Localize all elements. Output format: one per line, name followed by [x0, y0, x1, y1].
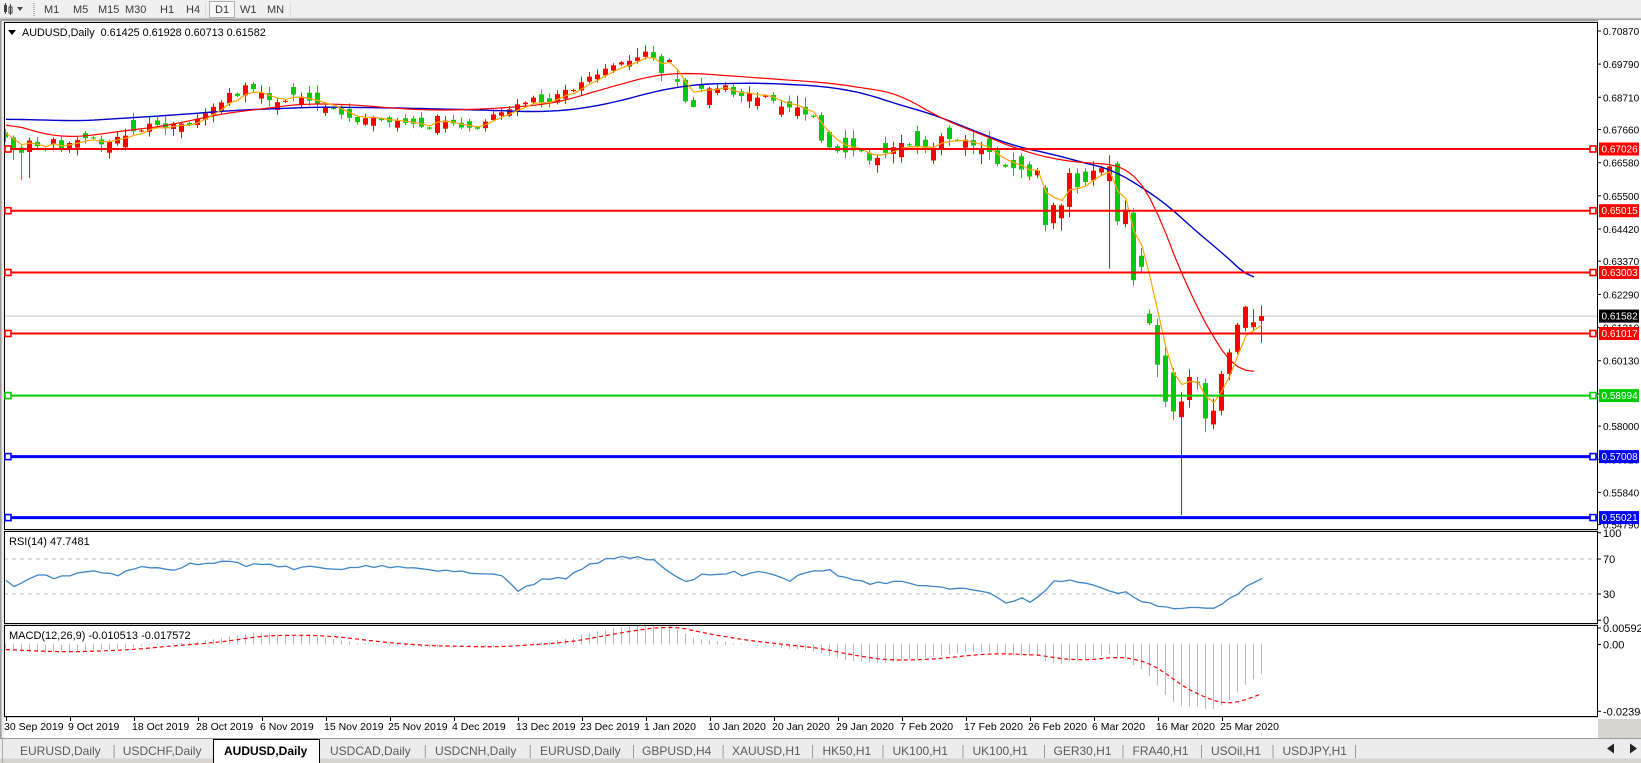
svg-text:AUDUSD,Daily 0.61425 0.61928: AUDUSD,Daily 0.61425 0.61928 0.60713 0.6… — [22, 27, 266, 39]
svg-text:13 Dec 2019: 13 Dec 2019 — [516, 721, 576, 733]
svg-text:0.55021: 0.55021 — [1602, 513, 1639, 524]
svg-text:4 Dec 2019: 4 Dec 2019 — [452, 721, 506, 733]
svg-text:UK100,H1: UK100,H1 — [973, 744, 1029, 758]
svg-text:6 Mar 2020: 6 Mar 2020 — [1092, 721, 1145, 733]
svg-text:0.54790: 0.54790 — [1603, 521, 1640, 532]
svg-text:0.61017: 0.61017 — [1602, 329, 1639, 340]
svg-text:0.67660: 0.67660 — [1603, 126, 1640, 137]
svg-text:EURUSD,Daily: EURUSD,Daily — [20, 744, 101, 758]
svg-text:W1: W1 — [240, 4, 257, 16]
svg-text:17 Feb 2020: 17 Feb 2020 — [964, 721, 1023, 733]
svg-text:16 Mar 2020: 16 Mar 2020 — [1156, 721, 1215, 733]
svg-text:100: 100 — [1603, 528, 1621, 540]
svg-text:M5: M5 — [73, 4, 88, 16]
svg-text:M15: M15 — [98, 4, 119, 16]
svg-text:H4: H4 — [186, 4, 200, 16]
svg-text:0.63003: 0.63003 — [1602, 268, 1639, 279]
svg-text:0.65015: 0.65015 — [1602, 206, 1639, 217]
svg-text:-0.023944: -0.023944 — [1603, 706, 1641, 718]
svg-text:30 Sep 2019: 30 Sep 2019 — [4, 721, 64, 733]
svg-text:23 Dec 2019: 23 Dec 2019 — [580, 721, 640, 733]
svg-text:0.00: 0.00 — [1603, 640, 1624, 652]
svg-text:0.65500: 0.65500 — [1603, 192, 1640, 203]
svg-text:MACD(12,26,9) -0.010513 -0.017: MACD(12,26,9) -0.010513 -0.017572 — [9, 630, 191, 642]
svg-text:18 Oct 2019: 18 Oct 2019 — [132, 721, 189, 733]
svg-text:6 Nov 2019: 6 Nov 2019 — [260, 721, 314, 733]
svg-text:USDJPY,H1: USDJPY,H1 — [1283, 744, 1348, 758]
svg-text:0.58994: 0.58994 — [1602, 391, 1639, 402]
svg-text:30: 30 — [1603, 589, 1615, 601]
svg-text:20 Jan 2020: 20 Jan 2020 — [772, 721, 830, 733]
svg-text:HK50,H1: HK50,H1 — [823, 744, 872, 758]
svg-text:0.68710: 0.68710 — [1603, 93, 1640, 104]
svg-text:0.69790: 0.69790 — [1603, 60, 1640, 71]
svg-text:0.62290: 0.62290 — [1603, 290, 1640, 301]
svg-text:XAUUSD,H1: XAUUSD,H1 — [732, 744, 801, 758]
svg-text:0: 0 — [1603, 615, 1609, 627]
svg-text:USDCHF,Daily: USDCHF,Daily — [123, 744, 202, 758]
svg-text:9 Oct 2019: 9 Oct 2019 — [68, 721, 120, 733]
svg-text:0.66580: 0.66580 — [1603, 159, 1640, 170]
svg-text:0.64420: 0.64420 — [1603, 225, 1640, 236]
svg-text:28 Oct 2019: 28 Oct 2019 — [196, 721, 253, 733]
svg-text:USDCAD,Daily: USDCAD,Daily — [330, 744, 411, 758]
svg-text:0.57008: 0.57008 — [1602, 452, 1639, 463]
svg-text:15 Nov 2019: 15 Nov 2019 — [324, 721, 384, 733]
svg-text:0.61582: 0.61582 — [1602, 312, 1639, 323]
svg-text:7 Feb 2020: 7 Feb 2020 — [900, 721, 953, 733]
svg-text:RSI(14) 47.7481: RSI(14) 47.7481 — [9, 536, 90, 548]
svg-text:M1: M1 — [44, 4, 59, 16]
svg-text:H1: H1 — [160, 4, 174, 16]
svg-text:EURUSD,Daily: EURUSD,Daily — [540, 744, 621, 758]
svg-text:25 Nov 2019: 25 Nov 2019 — [388, 721, 448, 733]
svg-text:29 Jan 2020: 29 Jan 2020 — [836, 721, 894, 733]
svg-text:1 Jan 2020: 1 Jan 2020 — [644, 721, 696, 733]
svg-text:GER30,H1: GER30,H1 — [1054, 744, 1112, 758]
svg-text:0.60130: 0.60130 — [1603, 357, 1640, 368]
svg-text:M30: M30 — [125, 4, 146, 16]
svg-text:0.005923: 0.005923 — [1603, 623, 1641, 635]
svg-text:25 Mar 2020: 25 Mar 2020 — [1220, 721, 1279, 733]
svg-text:70: 70 — [1603, 554, 1615, 566]
svg-text:FRA40,H1: FRA40,H1 — [1133, 744, 1189, 758]
svg-text:D1: D1 — [215, 4, 229, 16]
svg-text:0.55840: 0.55840 — [1603, 488, 1640, 499]
svg-text:0.58000: 0.58000 — [1603, 422, 1640, 433]
svg-text:UK100,H1: UK100,H1 — [893, 744, 949, 758]
svg-text:0.70870: 0.70870 — [1603, 27, 1640, 38]
svg-text:AUDUSD,Daily: AUDUSD,Daily — [224, 744, 308, 758]
svg-text:0.63370: 0.63370 — [1603, 257, 1640, 268]
svg-text:USOil,H1: USOil,H1 — [1211, 744, 1261, 758]
svg-text:0.67026: 0.67026 — [1602, 145, 1639, 156]
svg-text:10 Jan 2020: 10 Jan 2020 — [708, 721, 766, 733]
svg-text:USDCNH,Daily: USDCNH,Daily — [435, 744, 516, 758]
svg-text:GBPUSD,H4: GBPUSD,H4 — [642, 744, 712, 758]
svg-text:26 Feb 2020: 26 Feb 2020 — [1028, 721, 1087, 733]
svg-text:MN: MN — [267, 4, 284, 16]
